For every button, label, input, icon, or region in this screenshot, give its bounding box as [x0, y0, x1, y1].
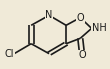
Text: Cl: Cl	[5, 49, 14, 59]
Text: N: N	[45, 10, 53, 20]
Text: O: O	[76, 13, 84, 23]
Text: O: O	[78, 50, 86, 60]
Text: NH: NH	[92, 23, 106, 33]
